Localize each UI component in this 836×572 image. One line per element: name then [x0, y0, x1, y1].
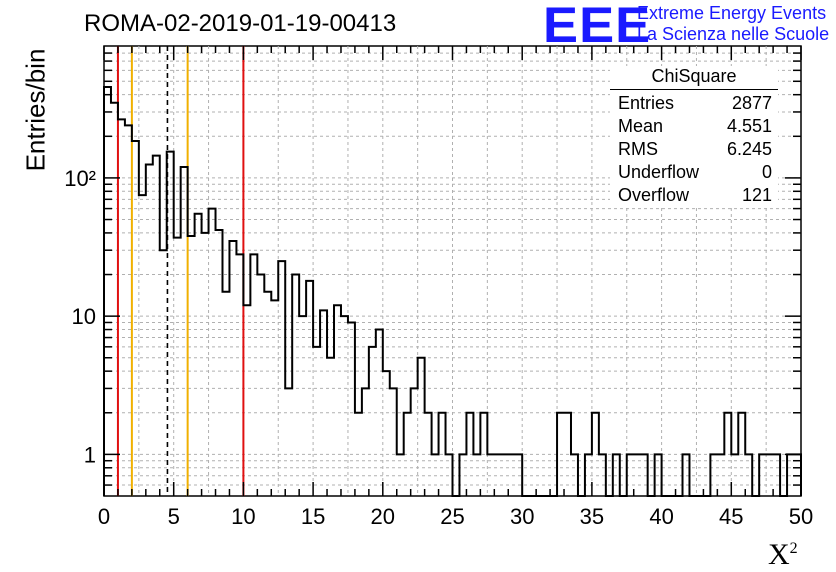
stats-value: 2877	[731, 93, 772, 113]
y-tick-label: 10	[72, 304, 96, 329]
x-axis-label-text: X	[768, 538, 790, 571]
x-axis-label-superscript: 2	[789, 540, 798, 557]
stats-row: Mean 4.551	[610, 115, 778, 138]
stats-value: 121	[741, 185, 772, 205]
y-tick-labels: 1 10 10²	[64, 166, 96, 467]
x-tick-label: 35	[580, 504, 604, 529]
x-axis-label: X2	[768, 538, 798, 572]
stats-label: Mean	[618, 116, 664, 136]
stats-label: Overflow	[618, 185, 690, 205]
x-tick-labels: 0 5 10 15 20 25 30 35 40 45 50	[98, 504, 813, 529]
stats-title: ChiSquare	[610, 66, 778, 90]
x-tick-label: 25	[440, 504, 464, 529]
stats-row: Overflow 121	[610, 184, 778, 207]
logo-caption-2: La Scienza nelle Scuole	[637, 24, 830, 44]
x-tick-label: 20	[371, 504, 395, 529]
x-tick-label: 30	[510, 504, 534, 529]
stats-label: Underflow	[618, 162, 700, 182]
y-tick-label: 1	[84, 442, 96, 467]
x-tick-label: 45	[719, 504, 743, 529]
chart-title: ROMA-02-2019-01-19-00413	[84, 10, 397, 37]
axis-ticks	[103, 46, 802, 496]
logo-caption-1: Extreme Energy Events	[637, 3, 827, 23]
x-tick-label: 5	[168, 504, 180, 529]
x-tick-label: 40	[649, 504, 673, 529]
stats-row: Underflow 0	[610, 161, 778, 184]
stats-row: Entries 2877	[610, 92, 778, 115]
x-tick-label: 15	[301, 504, 325, 529]
stats-value: 4.551	[726, 116, 772, 136]
stats-value: 6.245	[726, 139, 772, 159]
histogram-line	[103, 85, 802, 497]
x-tick-label: 0	[98, 504, 110, 529]
eee-logo: EEE	[543, 0, 652, 53]
stats-label: Entries	[618, 93, 675, 113]
y-tick-label: 10²	[64, 166, 96, 191]
x-tick-label: 50	[789, 504, 813, 529]
x-tick-label: 10	[231, 504, 255, 529]
stats-row: RMS 6.245	[610, 138, 778, 161]
stats-box: ChiSquare Entries 2877 Mean 4.551 RMS 6.245…	[610, 66, 778, 207]
stats-value: 0	[761, 162, 772, 182]
y-axis-label: Entries/bin	[20, 48, 51, 172]
stats-label: RMS	[618, 139, 658, 159]
reference-lines	[116, 46, 245, 496]
